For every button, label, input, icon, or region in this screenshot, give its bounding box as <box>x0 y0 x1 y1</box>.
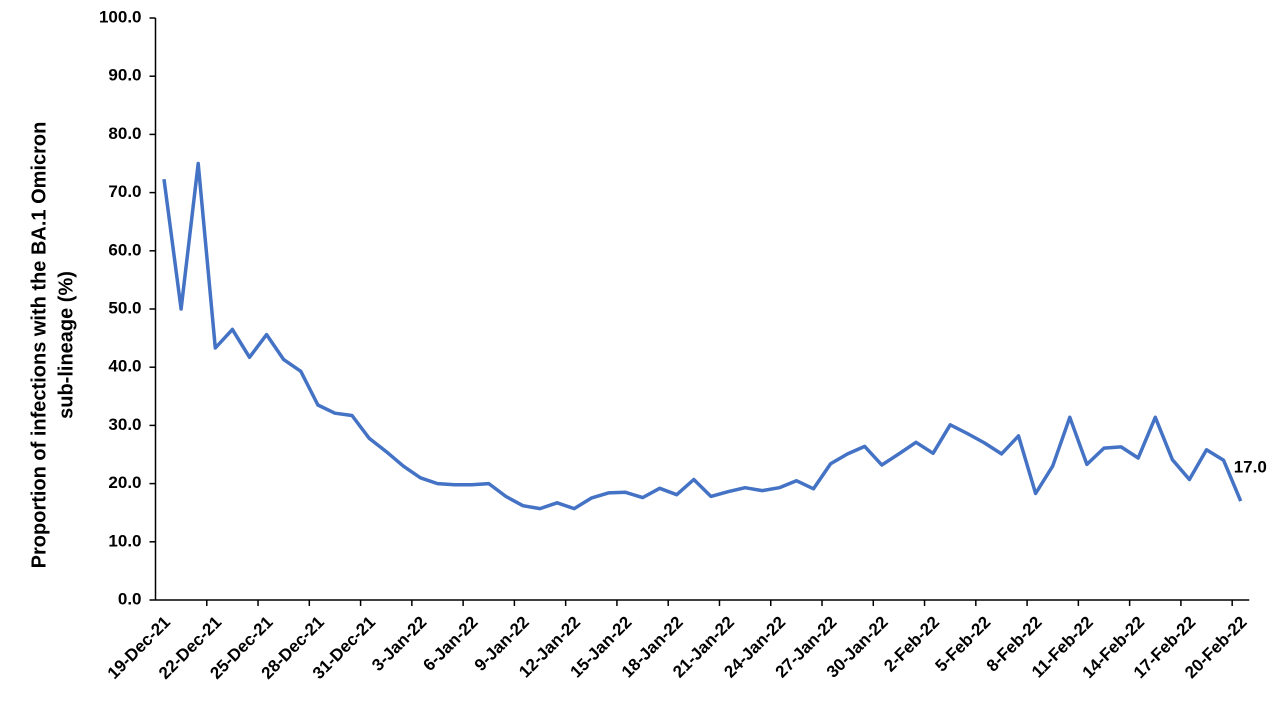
y-axis-title: sub-lineage (%) <box>55 271 77 419</box>
line <box>162 161 1243 511</box>
y-tick-label: 90.0 <box>108 66 141 85</box>
x-tick-label: 6-Jan-22 <box>419 613 481 675</box>
data-label: 17.0 <box>1234 458 1267 477</box>
x-tick-label: 5-Feb-22 <box>931 613 994 676</box>
y-tick-label: 70.0 <box>108 182 141 201</box>
x-tick-label: 3-Jan-22 <box>368 613 430 675</box>
y-tick-label: 80.0 <box>108 124 141 143</box>
y-tick-label: 60.0 <box>108 240 141 259</box>
y-tick-label: 0.0 <box>118 589 142 608</box>
y-tick-label: 30.0 <box>108 415 141 434</box>
y-axis-title: Proportion of infections with the BA.1 O… <box>28 122 50 569</box>
y-tick-label: 100.0 <box>99 7 142 26</box>
y-tick-label: 50.0 <box>108 298 141 317</box>
y-tick-label: 40.0 <box>108 357 141 376</box>
y-tick-label: 20.0 <box>108 473 141 492</box>
y-tick-label: 10.0 <box>108 531 141 550</box>
x-tick-label: 2-Feb-22 <box>880 613 943 676</box>
